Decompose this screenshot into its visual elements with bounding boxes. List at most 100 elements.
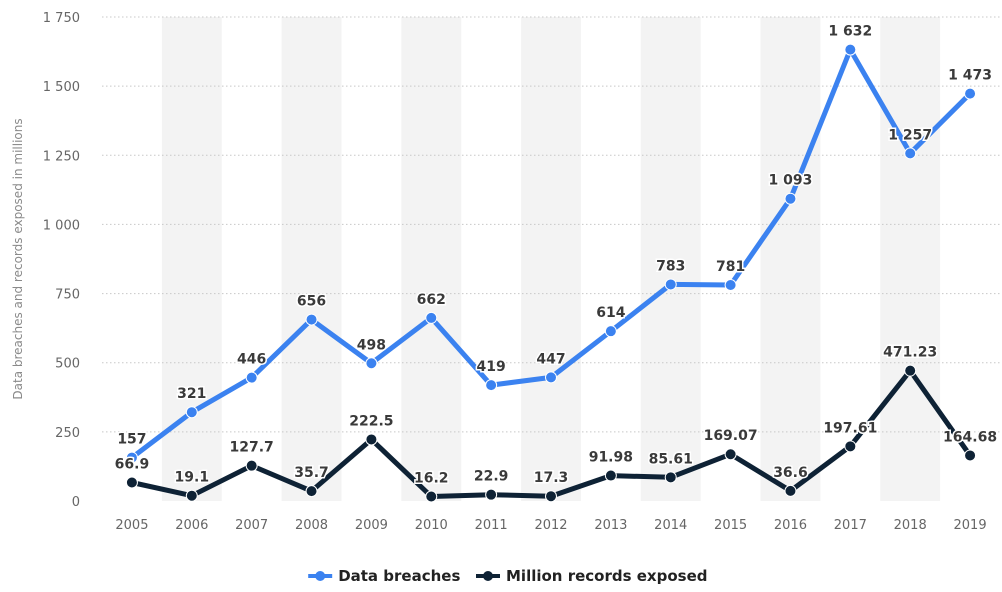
y-tick-label: 500 bbox=[55, 357, 80, 372]
y-tick-label: 1 750 bbox=[43, 11, 80, 26]
x-tick-label: 2019 bbox=[954, 518, 987, 533]
data-label-million-records-exposed-2006: 19.1 bbox=[175, 470, 210, 486]
data-label-million-records-exposed-2008: 35.7 bbox=[294, 465, 329, 481]
legend: Data breaches Million records exposed bbox=[308, 567, 707, 585]
data-label-data-breaches-2012: 447 bbox=[536, 351, 565, 367]
point-data-breaches-2010[interactable] bbox=[425, 311, 438, 324]
x-axis: 2005 2006 2007 2008 2009 2010 2011 2012 2013 2014… bbox=[115, 518, 986, 533]
point-data-breaches-2011[interactable] bbox=[485, 379, 498, 392]
point-million-records-exposed-2014[interactable] bbox=[664, 471, 677, 484]
band-2014 bbox=[640, 17, 701, 501]
y-tick-label: 1 250 bbox=[43, 149, 80, 164]
point-million-records-exposed-2006[interactable] bbox=[185, 489, 198, 502]
data-label-million-records-exposed-2017: 197.61 bbox=[823, 420, 877, 436]
x-tick-label: 2006 bbox=[175, 518, 208, 533]
data-label-million-records-exposed-2011: 22.9 bbox=[474, 469, 509, 485]
point-million-records-exposed-2009[interactable] bbox=[365, 433, 378, 446]
legend-item-data-breaches[interactable]: Data breaches bbox=[308, 567, 460, 585]
data-label-data-breaches-2013: 614 bbox=[596, 305, 625, 321]
legend-label: Million records exposed bbox=[506, 567, 707, 585]
point-data-breaches-2005[interactable] bbox=[125, 451, 138, 464]
band-2010 bbox=[401, 17, 462, 501]
data-label-million-records-exposed-2019: 164.68 bbox=[943, 429, 997, 445]
x-tick-label: 2007 bbox=[235, 518, 268, 533]
gridlines bbox=[102, 16, 1000, 433]
x-tick-label: 2016 bbox=[774, 518, 807, 533]
alternating-bands bbox=[161, 17, 941, 501]
x-tick-label: 2012 bbox=[534, 518, 567, 533]
data-label-data-breaches-2016: 1 093 bbox=[769, 173, 813, 189]
point-data-breaches-2009[interactable] bbox=[365, 357, 378, 370]
point-data-breaches-2015[interactable] bbox=[724, 278, 737, 291]
band-2006 bbox=[161, 17, 222, 501]
point-million-records-exposed-2012[interactable] bbox=[545, 490, 557, 503]
data-label-million-records-exposed-2007: 127.7 bbox=[230, 440, 274, 456]
y-axis: 0 250 500 750 1 000 1 250 1 500 1 750 bbox=[43, 11, 80, 510]
data-label-million-records-exposed-2005: 66.9 bbox=[115, 456, 150, 472]
point-data-breaches-2019[interactable] bbox=[964, 87, 977, 100]
data-label-data-breaches-2006: 321 bbox=[177, 386, 206, 402]
point-data-breaches-2017[interactable] bbox=[844, 43, 857, 56]
x-tick-label: 2015 bbox=[714, 518, 747, 533]
data-label-million-records-exposed-2013: 91.98 bbox=[589, 450, 633, 466]
x-tick-label: 2017 bbox=[834, 518, 867, 533]
data-label-data-breaches-2017: 1 632 bbox=[828, 24, 872, 40]
point-million-records-exposed-2010[interactable] bbox=[425, 490, 438, 503]
data-label-data-breaches-2009: 498 bbox=[357, 337, 386, 353]
y-tick-label: 1 000 bbox=[43, 218, 80, 233]
data-label-data-breaches-2015: 781 bbox=[716, 259, 745, 275]
data-label-data-breaches-2008: 656 bbox=[297, 294, 326, 310]
data-label-data-breaches-2011: 419 bbox=[477, 359, 506, 375]
data-label-data-breaches-2018: 1 257 bbox=[888, 127, 932, 143]
data-label-million-records-exposed-2012: 17.3 bbox=[534, 470, 569, 486]
point-million-records-exposed-2005[interactable] bbox=[125, 476, 138, 489]
y-tick-label: 250 bbox=[55, 426, 80, 441]
x-tick-label: 2011 bbox=[475, 518, 508, 533]
x-tick-label: 2005 bbox=[115, 518, 148, 533]
x-tick-label: 2009 bbox=[355, 518, 388, 533]
point-data-breaches-2007[interactable] bbox=[245, 371, 258, 384]
point-data-breaches-2006[interactable] bbox=[185, 406, 198, 419]
x-tick-label: 2013 bbox=[594, 518, 627, 533]
point-data-breaches-2012[interactable] bbox=[545, 371, 557, 384]
point-data-breaches-2013[interactable] bbox=[604, 325, 617, 338]
data-label-data-breaches-2005: 157 bbox=[117, 432, 146, 448]
point-million-records-exposed-2007[interactable] bbox=[245, 459, 258, 472]
data-label-million-records-exposed-2009: 222.5 bbox=[349, 413, 393, 429]
x-tick-label: 2010 bbox=[415, 518, 448, 533]
data-labels: 157 321 446 656 498 662 419 447 614 783 781 1 093 1 … bbox=[113, 22, 998, 488]
x-tick-label: 2018 bbox=[894, 518, 927, 533]
point-data-breaches-2008[interactable] bbox=[305, 313, 318, 326]
y-tick-label: 1 500 bbox=[43, 80, 80, 95]
point-million-records-exposed-2011[interactable] bbox=[485, 488, 498, 501]
data-label-data-breaches-2014: 783 bbox=[656, 258, 685, 274]
data-label-million-records-exposed-2014: 85.61 bbox=[649, 451, 693, 467]
data-label-data-breaches-2007: 446 bbox=[237, 352, 266, 368]
point-million-records-exposed-2015[interactable] bbox=[724, 448, 737, 461]
point-million-records-exposed-2008[interactable] bbox=[305, 485, 318, 498]
point-data-breaches-2014[interactable] bbox=[664, 278, 677, 291]
legend-item-million-records-exposed[interactable]: Million records exposed bbox=[476, 567, 707, 585]
point-million-records-exposed-2016[interactable] bbox=[784, 484, 797, 497]
band-2018 bbox=[880, 17, 941, 501]
point-data-breaches-2018[interactable] bbox=[904, 147, 917, 160]
data-label-million-records-exposed-2018: 471.23 bbox=[883, 345, 937, 361]
band-2012 bbox=[521, 17, 581, 501]
point-million-records-exposed-2018[interactable] bbox=[904, 364, 917, 377]
y-tick-label: 0 bbox=[72, 495, 80, 510]
data-label-data-breaches-2019: 1 473 bbox=[948, 68, 992, 84]
point-data-breaches-2016[interactable] bbox=[784, 192, 797, 205]
legend-label: Data breaches bbox=[338, 567, 460, 585]
x-tick-label: 2008 bbox=[295, 518, 328, 533]
data-label-data-breaches-2010: 662 bbox=[417, 292, 446, 308]
band-2016 bbox=[760, 17, 821, 501]
series-points bbox=[125, 43, 977, 503]
data-label-million-records-exposed-2016: 36.6 bbox=[773, 465, 808, 481]
data-label-million-records-exposed-2015: 169.07 bbox=[704, 428, 758, 444]
point-million-records-exposed-2017[interactable] bbox=[844, 440, 857, 453]
point-million-records-exposed-2019[interactable] bbox=[964, 449, 977, 462]
point-million-records-exposed-2013[interactable] bbox=[604, 469, 617, 482]
x-tick-label: 2014 bbox=[654, 518, 687, 533]
